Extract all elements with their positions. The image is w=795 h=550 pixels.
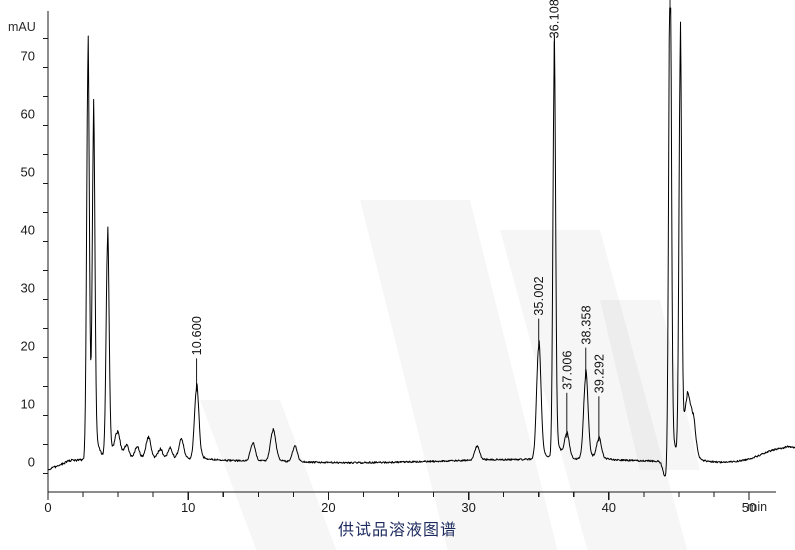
peak-label-35.002: 35.002	[532, 276, 546, 315]
y-tick-label: 10	[21, 397, 35, 412]
peak-annotation: 36.108	[548, 0, 562, 73]
figure-caption: 供试品溶液图谱	[337, 520, 457, 539]
x-tick-label: 0	[44, 500, 51, 515]
x-axis-ticks: 0 10 20 30 40 50	[44, 492, 756, 515]
peak-label-39.292: 39.292	[592, 354, 606, 393]
peak-annotations: 10.600 35.002 36.108 37.006 38.358 39.292 44.3…	[190, 0, 671, 442]
y-tick-label: 40	[21, 223, 35, 238]
peak-label-10.600: 10.600	[190, 316, 204, 355]
peak-label-36.108: 36.108	[548, 0, 562, 38]
x-tick-label: 20	[321, 500, 335, 515]
x-tick-label: 40	[602, 500, 616, 515]
peak-annotation: 10.600	[190, 316, 204, 392]
peak-annotation: 35.002	[532, 276, 546, 350]
y-tick-label: 50	[21, 165, 35, 180]
y-tick-label: 20	[21, 339, 35, 354]
y-axis-unit-label: mAU	[8, 20, 36, 34]
x-tick-label: 50	[742, 500, 756, 515]
y-tick-label: 30	[21, 281, 35, 296]
peak-annotation: 38.358	[579, 305, 593, 379]
axes	[47, 11, 776, 493]
x-tick-label: 10	[181, 500, 195, 515]
peak-label-37.006: 37.006	[560, 350, 574, 389]
peak-annotation: 37.006	[560, 350, 574, 438]
x-axis-unit-label: min	[747, 500, 767, 514]
peak-label-38.358: 38.358	[579, 305, 593, 344]
x-tick-label: 30	[461, 500, 475, 515]
y-tick-label: 0	[28, 455, 35, 470]
background-watermark	[200, 200, 700, 550]
peak-annotation: 44.367	[669, 0, 671, 13]
y-tick-label: 70	[21, 49, 35, 64]
y-tick-label: 60	[21, 107, 35, 122]
y-axis-ticks: 0 10 20 30 40 50 60 70	[21, 38, 48, 475]
peak-annotation: 39.292	[592, 354, 606, 442]
chromatogram-trace	[47, 7, 795, 477]
